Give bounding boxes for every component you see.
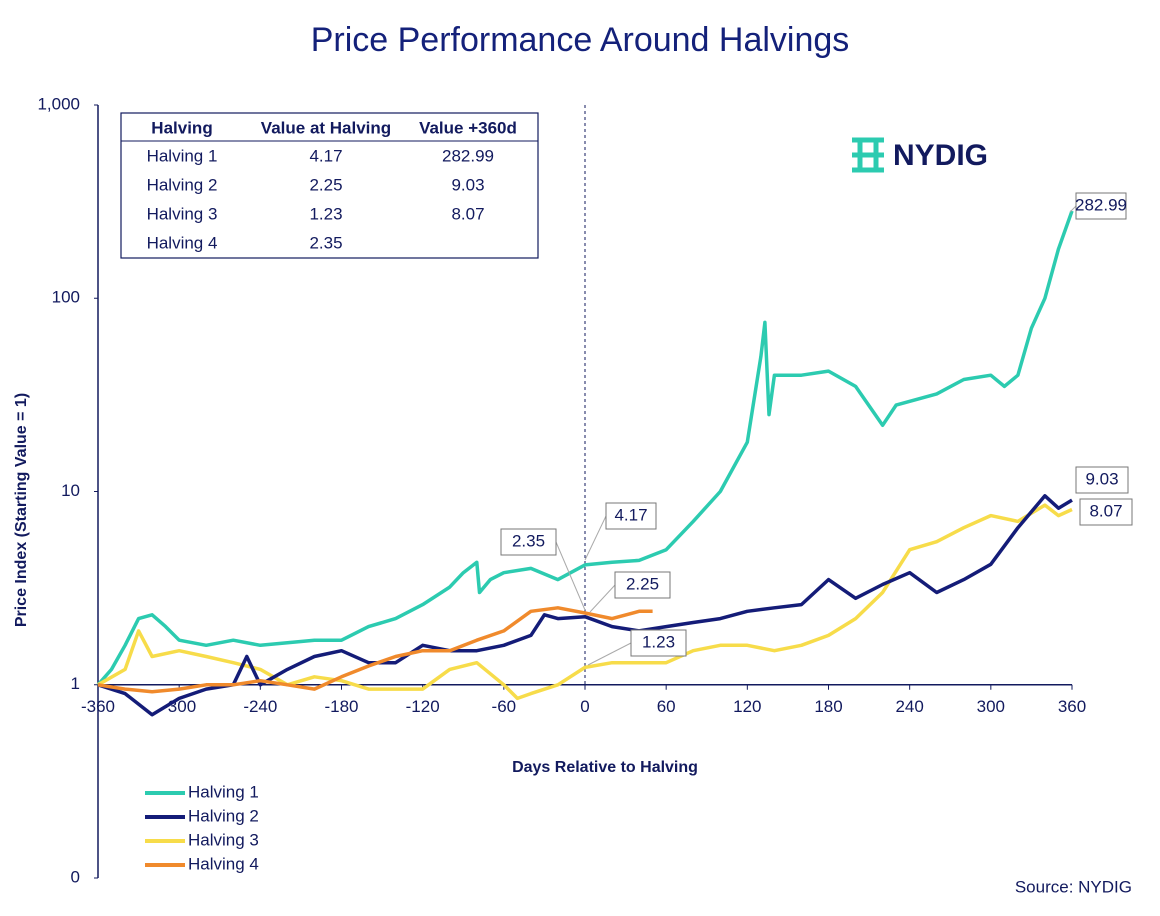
table-header: Halving xyxy=(151,118,212,137)
table-header: Value +360d xyxy=(419,118,517,137)
annotation-box xyxy=(1075,192,1127,220)
annotation: 9.03 xyxy=(1085,469,1118,488)
table-cell: 4.17 xyxy=(309,146,342,165)
x-tick-label: -360 xyxy=(81,697,115,716)
x-tick-label: 60 xyxy=(657,697,676,716)
table-frame xyxy=(120,112,539,259)
chart-title: Price Performance Around Halvings xyxy=(311,21,850,59)
logo-text: NYDIG xyxy=(893,139,988,172)
x-tick-label: 360 xyxy=(1058,697,1086,716)
series-line xyxy=(97,494,1073,717)
annotation-leader xyxy=(587,642,632,666)
series-line xyxy=(96,210,1074,686)
y-tick-label: 1,000 xyxy=(37,94,80,113)
y-tick-label: 10 xyxy=(61,481,80,500)
annotation-box xyxy=(1079,498,1133,526)
y-axis-title: Price Index (Starting Value = 1) xyxy=(13,393,30,627)
logo-icon xyxy=(852,137,884,173)
legend-label: Halving 3 xyxy=(188,830,259,849)
y-tick-label: 0 xyxy=(71,867,80,886)
legend-label: Halving 2 xyxy=(188,806,259,825)
source: Source: NYDIG xyxy=(1015,877,1132,896)
annotation-leader xyxy=(1069,205,1077,213)
annotation-box xyxy=(605,502,657,530)
series-line xyxy=(97,606,653,694)
legend-label: Halving 4 xyxy=(188,854,259,873)
x-tick-label: -240 xyxy=(243,697,277,716)
annotation-box xyxy=(1075,466,1129,494)
table-header: Value at Halving xyxy=(261,118,391,137)
legend-label: Halving 1 xyxy=(188,782,259,801)
logo: NYDIG xyxy=(852,137,988,173)
x-tick-label: -180 xyxy=(324,697,358,716)
table-cell: Halving 4 xyxy=(147,233,218,252)
x-tick-label: 180 xyxy=(814,697,842,716)
annotation-leader xyxy=(589,584,616,613)
y-tick-label: 100 xyxy=(52,288,80,307)
table-cell: Halving 1 xyxy=(147,146,218,165)
x-tick-label: 300 xyxy=(977,697,1005,716)
annotation: 8.07 xyxy=(1089,501,1122,520)
annotation-leader xyxy=(584,515,607,561)
y-tick-label: 1 xyxy=(71,674,80,693)
annotation: 282.99 xyxy=(1075,195,1127,214)
table-cell: 1.23 xyxy=(309,204,342,223)
annotation-leader xyxy=(555,541,586,611)
x-tick-label: 0 xyxy=(580,697,589,716)
table-cell: 2.35 xyxy=(309,233,342,252)
annotation: 1.23 xyxy=(642,632,675,651)
x-tick-label: 120 xyxy=(733,697,761,716)
series-line xyxy=(97,503,1073,701)
table-cell: Halving 2 xyxy=(147,175,218,194)
x-tick-label: -60 xyxy=(492,697,517,716)
table-cell: 282.99 xyxy=(442,146,494,165)
annotation: 2.35 xyxy=(512,531,545,550)
x-axis-title: Days Relative to Halving xyxy=(512,759,698,776)
table-cell: Halving 3 xyxy=(147,204,218,223)
annotation: 4.17 xyxy=(614,505,647,524)
table-cell: 2.25 xyxy=(309,175,342,194)
table-cell: 8.07 xyxy=(451,204,484,223)
annotation-box xyxy=(614,571,671,599)
table-cell: 9.03 xyxy=(451,175,484,194)
annotation-box xyxy=(630,629,687,657)
x-tick-label: -120 xyxy=(406,697,440,716)
annotation-box xyxy=(500,528,557,556)
x-tick-label: 240 xyxy=(895,697,923,716)
annotation: 2.25 xyxy=(626,574,659,593)
